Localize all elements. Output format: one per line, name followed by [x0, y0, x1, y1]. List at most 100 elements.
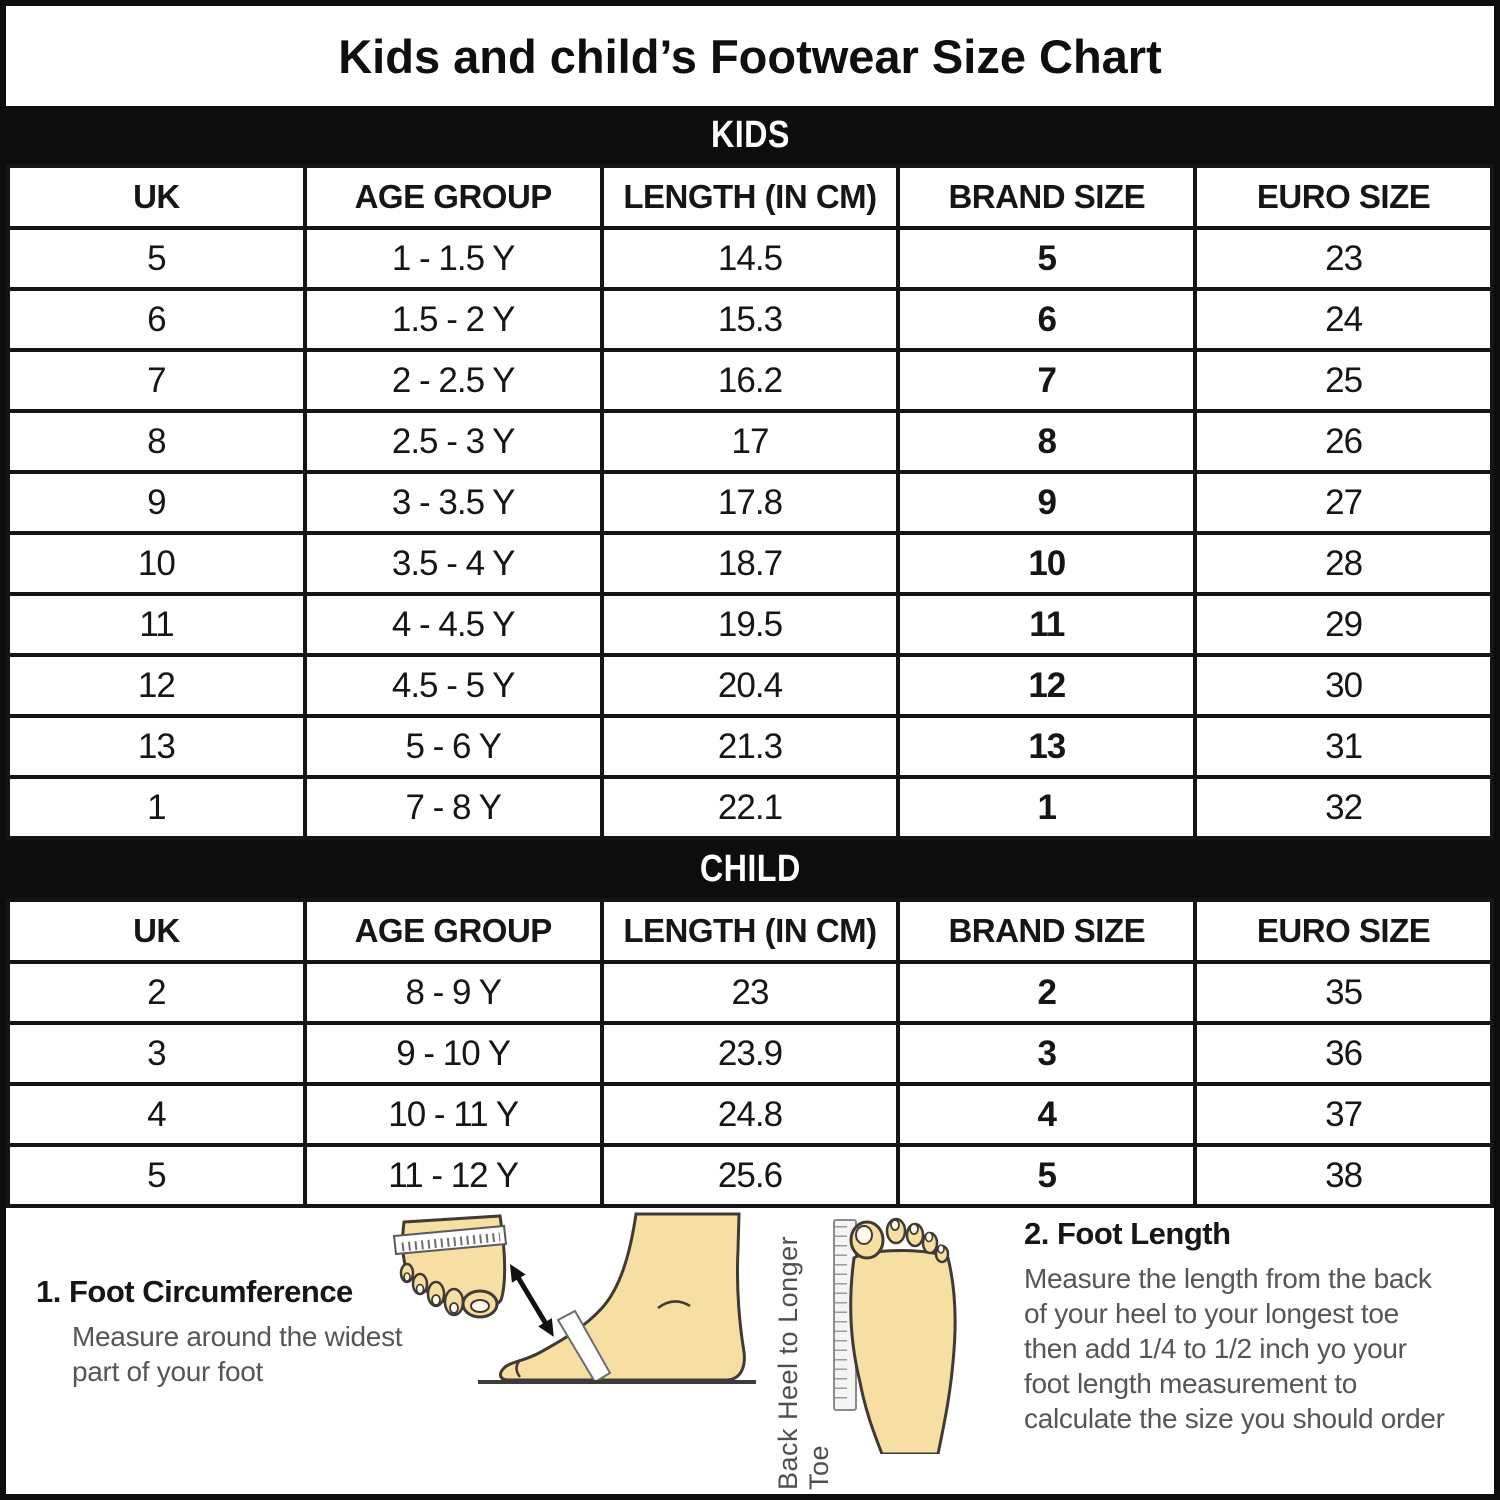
table-row: 2 8 - 9 Y 23 2 35 — [6, 960, 1494, 1025]
measurement-instructions: 1. Foot Circumference Measure around the… — [6, 1208, 1494, 1494]
length-cell: 17.8 — [599, 470, 901, 535]
length-cell: 24.8 — [599, 1082, 901, 1147]
table-row: 10 3.5 - 4 Y 18.7 10 28 — [6, 531, 1494, 596]
age-group-cell: 4.5 - 5 Y — [302, 653, 604, 718]
column-header-age-group: AGE GROUP — [302, 164, 604, 230]
table-row: 5 1 - 1.5 Y 14.5 5 23 — [6, 226, 1494, 291]
table-row: 7 2 - 2.5 Y 16.2 7 25 — [6, 348, 1494, 413]
table-row: 5 11 - 12 Y 25.6 5 38 — [6, 1143, 1494, 1208]
table-row: 13 5 - 6 Y 21.3 13 31 — [6, 714, 1494, 779]
uk-cell: 3 — [6, 1021, 307, 1086]
table-row: 9 3 - 3.5 Y 17.8 9 27 — [6, 470, 1494, 535]
brand-size-cell: 10 — [896, 531, 1198, 596]
page-title: Kids and child’s Footwear Size Chart — [338, 29, 1162, 83]
brand-size-cell: 6 — [896, 287, 1198, 352]
column-header-uk: UK — [6, 898, 307, 964]
child-section-label: CHILD — [699, 847, 801, 890]
column-header-brand-size: BRAND SIZE — [896, 898, 1198, 964]
title-bar: Kids and child’s Footwear Size Chart — [6, 6, 1494, 106]
foot-length-text: Measure the length from the back of your… — [1024, 1263, 1445, 1434]
length-cell: 25.6 — [599, 1143, 901, 1208]
brand-size-cell: 5 — [896, 226, 1198, 291]
length-cell: 16.2 — [599, 348, 901, 413]
column-header-uk: UK — [6, 164, 307, 230]
brand-size-cell: 5 — [896, 1143, 1198, 1208]
table-row: 12 4.5 - 5 Y 20.4 12 30 — [6, 653, 1494, 718]
table-row: 6 1.5 - 2 Y 15.3 6 24 — [6, 287, 1494, 352]
euro-size-cell: 27 — [1193, 470, 1494, 535]
top-foot-icon — [849, 1217, 957, 1454]
uk-cell: 11 — [6, 592, 307, 657]
euro-size-cell: 29 — [1193, 592, 1494, 657]
age-group-cell: 8 - 9 Y — [302, 960, 604, 1025]
age-group-cell: 3 - 3.5 Y — [302, 470, 604, 535]
column-header-age-group: AGE GROUP — [302, 898, 604, 964]
uk-cell: 5 — [6, 1143, 307, 1208]
table-row: 11 4 - 4.5 Y 19.5 11 29 — [6, 592, 1494, 657]
uk-cell: 5 — [6, 226, 307, 291]
age-group-cell: 2 - 2.5 Y — [302, 348, 604, 413]
uk-cell: 6 — [6, 287, 307, 352]
measuring-tape-icon — [392, 1224, 508, 1256]
euro-size-cell: 31 — [1193, 714, 1494, 779]
uk-cell: 13 — [6, 714, 307, 779]
uk-cell: 4 — [6, 1082, 307, 1147]
age-group-cell: 7 - 8 Y — [302, 775, 604, 840]
length-cell: 21.3 — [599, 714, 901, 779]
brand-size-cell: 4 — [896, 1082, 1198, 1147]
euro-size-cell: 38 — [1193, 1143, 1494, 1208]
table-row: 3 9 - 10 Y 23.9 3 36 — [6, 1021, 1494, 1086]
euro-size-cell: 25 — [1193, 348, 1494, 413]
length-cell: 19.5 — [599, 592, 901, 657]
uk-cell: 8 — [6, 409, 307, 474]
foot-length-heading: 2. Foot Length — [1024, 1216, 1231, 1251]
euro-size-cell: 28 — [1193, 531, 1494, 596]
age-group-cell: 1.5 - 2 Y — [302, 287, 604, 352]
foot-circumference-text: Measure around the widest part of your f… — [72, 1321, 403, 1387]
header-row: UK AGE GROUP LENGTH (IN CM) BRAND SIZE E… — [6, 898, 1494, 964]
euro-size-cell: 36 — [1193, 1021, 1494, 1086]
front-foot-icon — [392, 1214, 508, 1319]
foot-length-block: 2. Foot Length Measure the length from t… — [1024, 1216, 1494, 1436]
uk-cell: 10 — [6, 531, 307, 596]
brand-size-cell: 11 — [896, 592, 1198, 657]
child-size-table: UK AGE GROUP LENGTH (IN CM) BRAND SIZE E… — [6, 898, 1494, 1208]
length-cell: 20.4 — [599, 653, 901, 718]
euro-size-cell: 37 — [1193, 1082, 1494, 1147]
brand-size-cell: 8 — [896, 409, 1198, 474]
kids-size-table: UK AGE GROUP LENGTH (IN CM) BRAND SIZE E… — [6, 164, 1494, 840]
age-group-cell: 1 - 1.5 Y — [302, 226, 604, 291]
length-cell: 14.5 — [599, 226, 901, 291]
age-group-cell: 11 - 12 Y — [302, 1143, 604, 1208]
column-header-length: LENGTH (IN CM) — [599, 164, 901, 230]
foot-circumference-heading: 1. Foot Circumference — [36, 1274, 353, 1309]
age-group-cell: 10 - 11 Y — [302, 1082, 604, 1147]
uk-cell: 12 — [6, 653, 307, 718]
length-cell: 23.9 — [599, 1021, 901, 1086]
brand-size-cell: 13 — [896, 714, 1198, 779]
brand-size-cell: 3 — [896, 1021, 1198, 1086]
kids-section-banner: KIDS — [6, 106, 1494, 164]
brand-size-cell: 2 — [896, 960, 1198, 1025]
ruler-axis-label: Back Heel to Longer Toe — [773, 1235, 834, 1490]
age-group-cell: 9 - 10 Y — [302, 1021, 604, 1086]
table-row: 4 10 - 11 Y 24.8 4 37 — [6, 1082, 1494, 1147]
kids-section-label: KIDS — [710, 113, 790, 156]
child-section-banner: CHILD — [6, 840, 1494, 898]
column-header-length: LENGTH (IN CM) — [599, 898, 901, 964]
euro-size-cell: 35 — [1193, 960, 1494, 1025]
age-group-cell: 2.5 - 3 Y — [302, 409, 604, 474]
brand-size-cell: 1 — [896, 775, 1198, 840]
measure-arrow-icon — [510, 1264, 554, 1337]
age-group-cell: 4 - 4.5 Y — [302, 592, 604, 657]
uk-cell: 9 — [6, 470, 307, 535]
age-group-cell: 5 - 6 Y — [302, 714, 604, 779]
brand-size-cell: 9 — [896, 470, 1198, 535]
length-cell: 22.1 — [599, 775, 901, 840]
foot-length-illustration — [833, 1217, 957, 1454]
euro-size-cell: 24 — [1193, 287, 1494, 352]
euro-size-cell: 23 — [1193, 226, 1494, 291]
uk-cell: 7 — [6, 348, 307, 413]
table-row: 1 7 - 8 Y 22.1 1 32 — [6, 775, 1494, 840]
